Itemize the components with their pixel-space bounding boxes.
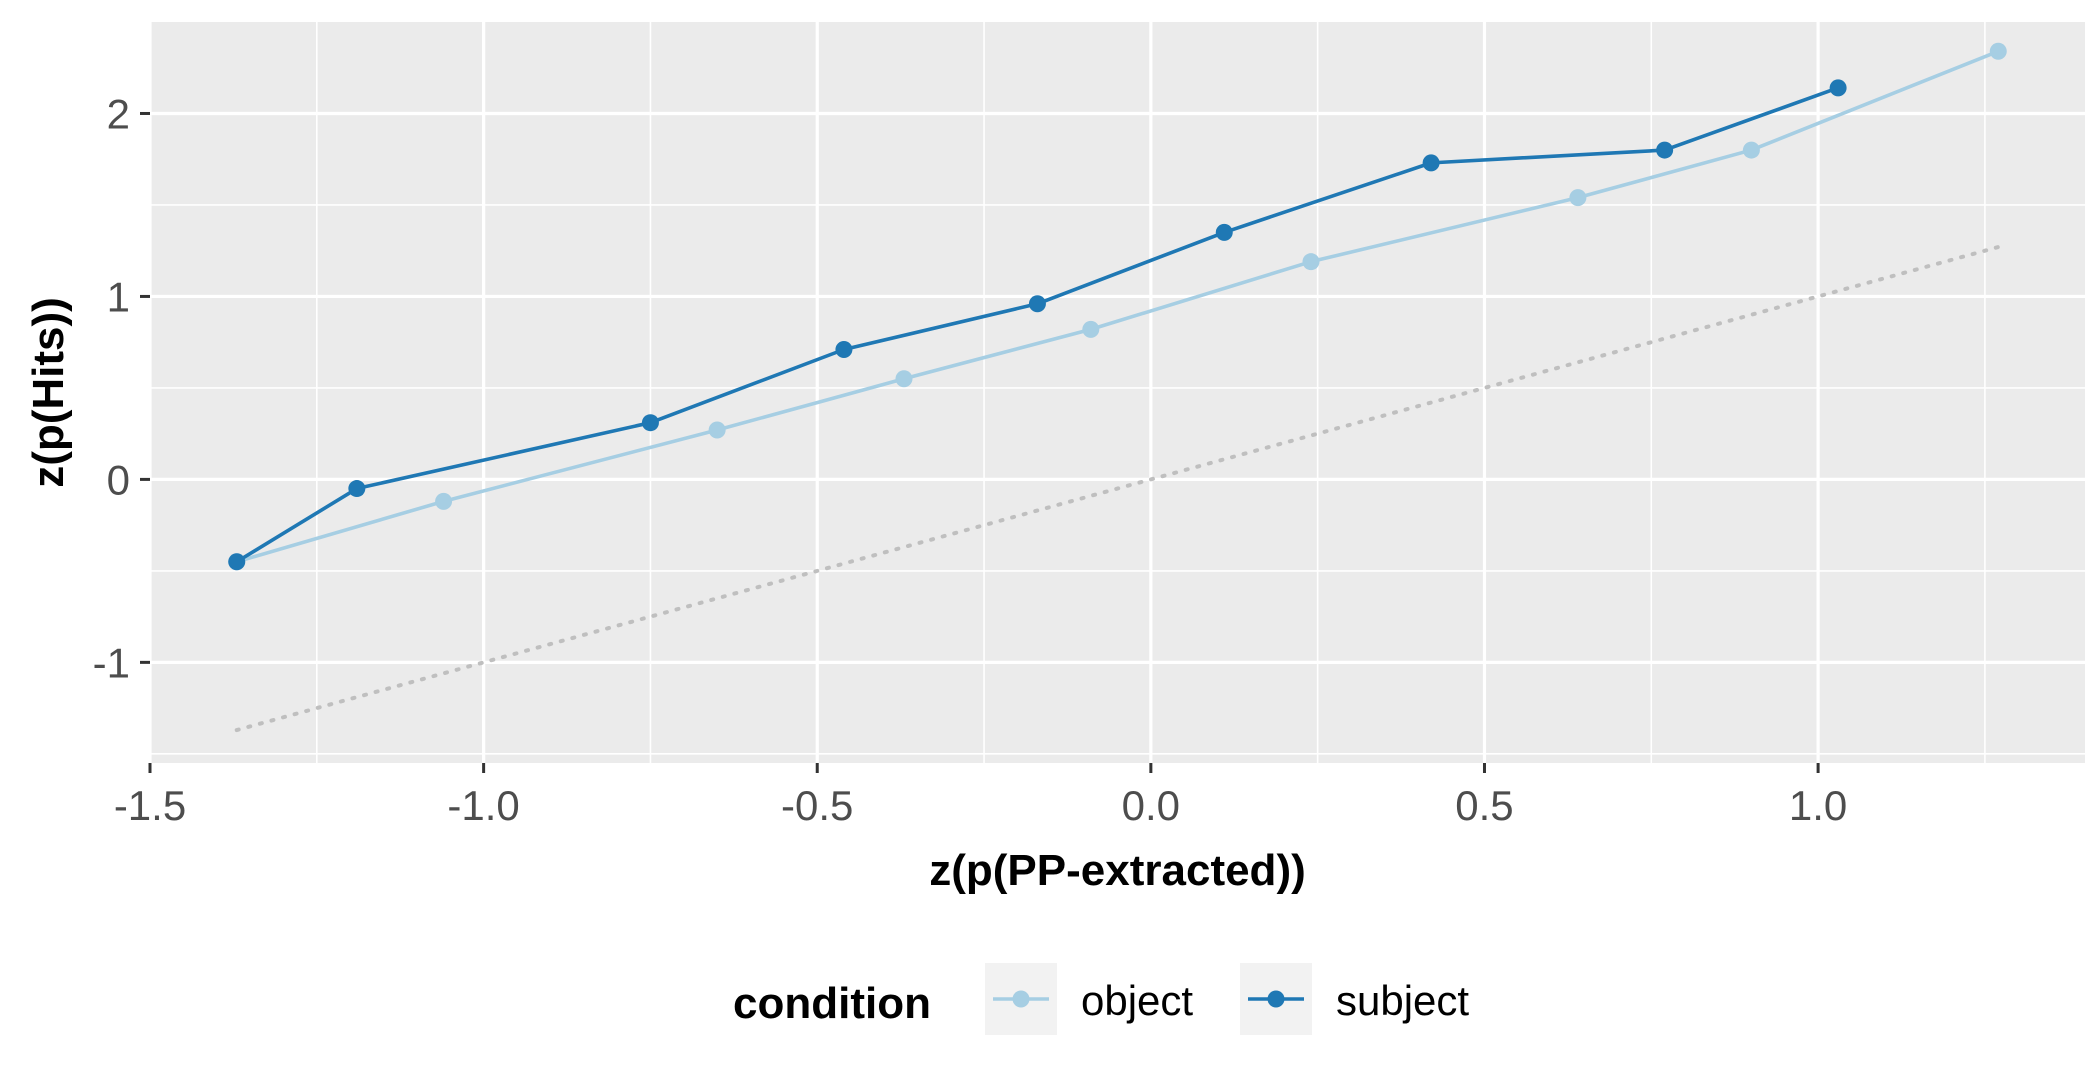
data-point-subject — [348, 480, 366, 498]
x-tick-label: 0.0 — [1122, 782, 1180, 829]
minor-gridlines — [150, 22, 2085, 763]
data-point-object — [1082, 320, 1100, 338]
legend-key-point — [1012, 990, 1030, 1008]
x-tick-label: 1.0 — [1789, 782, 1847, 829]
data-point-object — [1569, 189, 1587, 207]
data-point-subject — [1028, 295, 1046, 313]
y-axis: -1 0 1 2 — [93, 90, 150, 686]
x-tick-label: -0.5 — [781, 782, 853, 829]
y-axis-title: z(p(Hits)) — [24, 297, 73, 488]
legend-items: object subject — [985, 963, 1469, 1035]
x-axis: -1.5 -1.0 -0.5 0.0 0.5 1.0 — [114, 763, 1847, 829]
x-tick-label: -1.0 — [447, 782, 519, 829]
data-point-object — [1742, 141, 1760, 159]
data-point-subject — [1829, 79, 1847, 97]
series-subject — [228, 79, 1847, 571]
data-point-subject — [228, 553, 246, 571]
x-axis-title: z(p(PP-extracted)) — [929, 846, 1306, 895]
y-tick-label: 2 — [107, 90, 130, 137]
data-point-object — [435, 492, 453, 510]
data-point-subject — [1422, 154, 1440, 172]
series-layer — [228, 42, 2007, 571]
data-point-subject — [1656, 141, 1674, 159]
data-point-subject — [835, 341, 853, 359]
data-point-object — [1989, 42, 2007, 60]
legend-item-object: object — [985, 963, 1193, 1035]
data-point-subject — [1215, 223, 1233, 241]
legend-key-point — [1267, 990, 1285, 1008]
reference-line — [234, 245, 2001, 733]
legend-title: condition — [733, 979, 931, 1028]
legend-label-subject: subject — [1336, 977, 1469, 1024]
legend-label-object: object — [1081, 977, 1193, 1024]
data-point-object — [1302, 253, 1320, 271]
x-tick-label: 0.5 — [1455, 782, 1513, 829]
data-point-object — [895, 370, 913, 388]
y-tick-label: 1 — [107, 273, 130, 320]
x-tick-label: -1.5 — [114, 782, 186, 829]
data-point-object — [708, 421, 726, 439]
legend: condition object subject — [733, 963, 1469, 1035]
data-point-subject — [641, 414, 659, 432]
y-tick-label: -1 — [93, 639, 130, 686]
y-tick-label: 0 — [107, 456, 130, 503]
legend-item-subject: subject — [1240, 963, 1469, 1035]
